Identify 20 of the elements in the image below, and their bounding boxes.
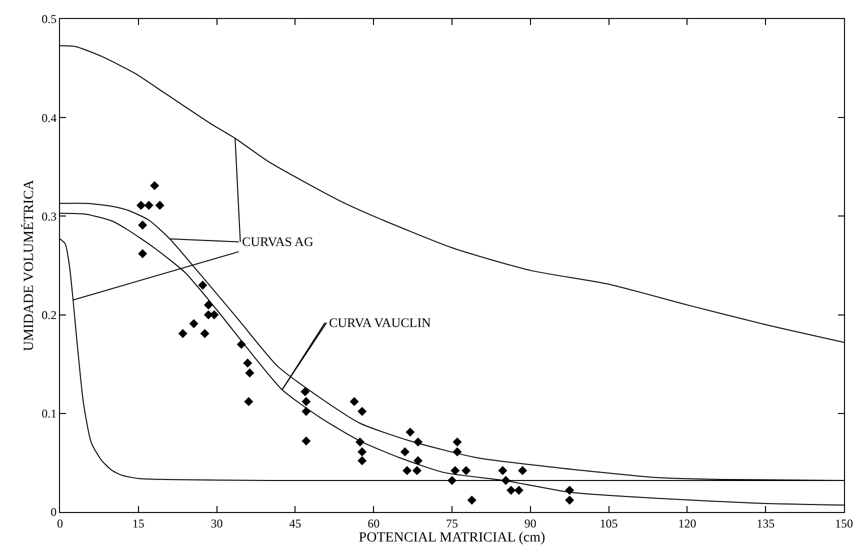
y-tick-label: 0.4 (42, 110, 57, 125)
x-tick-label: 150 (835, 516, 853, 530)
y-tick-label: 0.5 (42, 12, 57, 26)
y-tick-label: 0.3 (42, 209, 57, 224)
annotation: CURVAS AG (242, 234, 314, 249)
x-axis-title: POTENCIAL MATRICIAL (cm) (358, 530, 546, 546)
x-tick-label: 90 (524, 516, 536, 530)
x-tick-label: 135 (756, 516, 775, 530)
y-tick-label: 0.1 (42, 406, 57, 421)
annotation: CURVA VAUCLIN (329, 315, 432, 330)
y-axis-title: UMIDADE VOLUMÉTRICA (20, 178, 38, 352)
x-tick-label: 75 (446, 516, 458, 530)
x-tick-label: 45 (289, 516, 302, 530)
y-tick-label: 0 (50, 505, 57, 520)
x-tick-label: 120 (678, 516, 696, 530)
x-tick-label: 105 (600, 516, 618, 530)
x-tick-label: 30 (210, 516, 223, 530)
y-tick-label: 0.2 (42, 308, 57, 322)
x-tick-label: 60 (368, 516, 380, 530)
x-tick-label: 15 (132, 516, 144, 530)
